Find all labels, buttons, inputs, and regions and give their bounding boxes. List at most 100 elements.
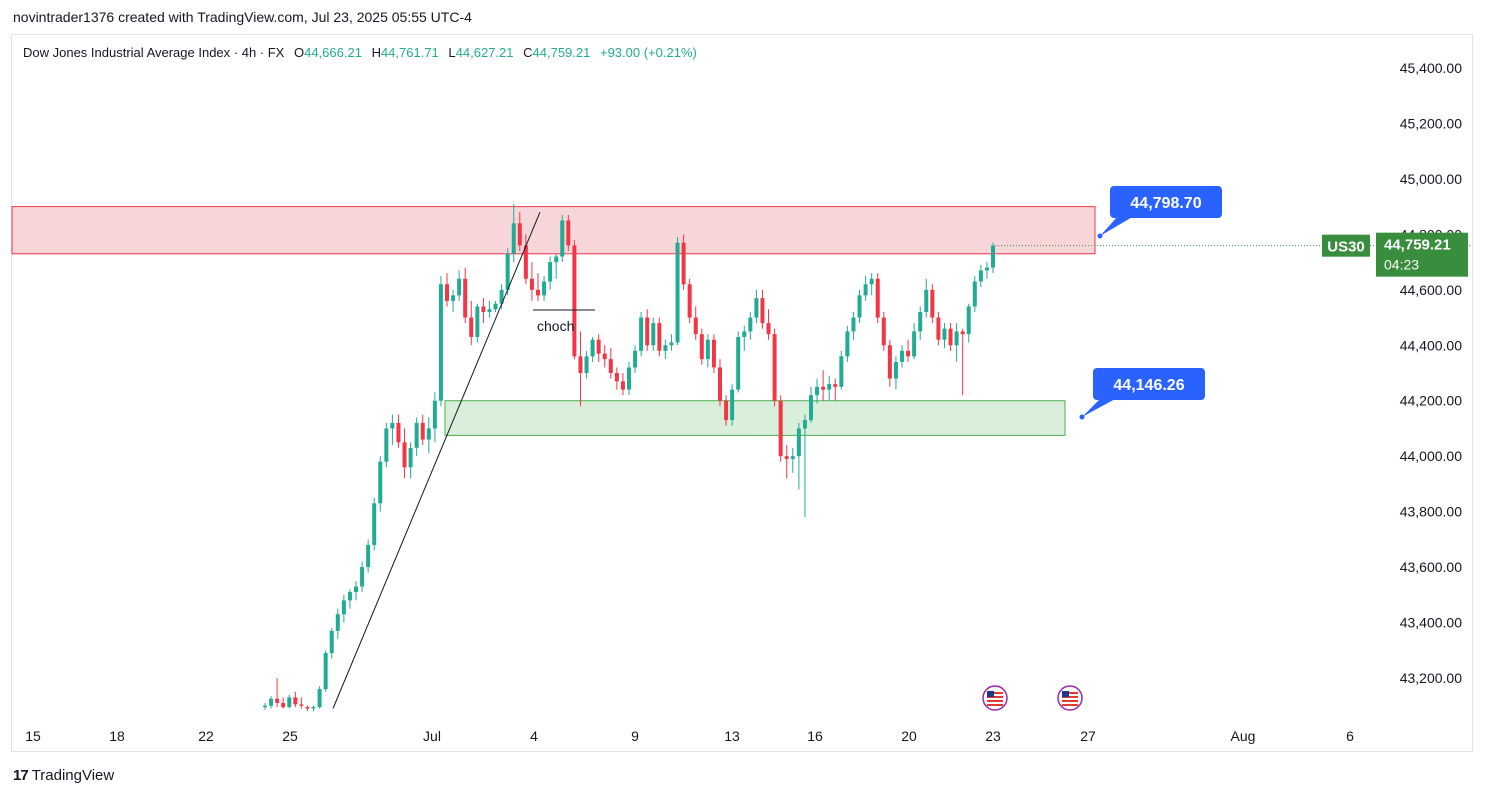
candle xyxy=(511,203,516,263)
candle xyxy=(572,239,577,360)
candle-body xyxy=(809,395,813,421)
us-event-flag-icon[interactable] xyxy=(1057,685,1083,711)
candle-body xyxy=(463,278,468,318)
candle xyxy=(954,323,959,362)
candle-body xyxy=(360,567,365,587)
candle-body xyxy=(432,400,437,429)
candle-body xyxy=(851,317,856,332)
y-tick-label: 43,200.00 xyxy=(1400,670,1462,686)
candle-body xyxy=(639,317,644,351)
candle-body xyxy=(578,356,583,373)
candle xyxy=(857,289,862,324)
price-callout[interactable]: 44,146.26 xyxy=(1079,368,1206,420)
candle-body xyxy=(596,339,601,354)
candle xyxy=(566,214,571,251)
candle-body xyxy=(608,359,613,373)
x-tick-label: 6 xyxy=(1346,728,1354,744)
candle xyxy=(657,317,662,357)
candle xyxy=(614,367,619,390)
y-tick-label: 45,000.00 xyxy=(1400,171,1462,187)
candle xyxy=(378,456,383,512)
candle xyxy=(596,334,601,362)
tradingview-logo[interactable]: 17 TradingView xyxy=(13,767,114,784)
candle xyxy=(875,273,880,324)
candle-body xyxy=(263,705,267,708)
candle-body xyxy=(499,289,504,304)
candle xyxy=(821,370,826,401)
candle-body xyxy=(736,336,741,390)
candle-body xyxy=(978,270,983,282)
candle-body xyxy=(948,328,953,346)
candle-body xyxy=(954,331,959,346)
candle-body xyxy=(669,342,674,346)
candle-body xyxy=(554,256,559,263)
candle xyxy=(742,325,747,351)
candle-body xyxy=(493,303,498,310)
candle xyxy=(693,306,698,340)
candle-body xyxy=(918,312,923,332)
candle xyxy=(602,345,607,368)
current-price-tag[interactable]: US30 44,759.21 04:23 xyxy=(1322,232,1468,277)
candle xyxy=(517,212,522,251)
y-tick-label: 45,200.00 xyxy=(1400,115,1462,131)
x-tick-label: 9 xyxy=(631,728,639,744)
candle-body xyxy=(438,284,443,401)
candle xyxy=(457,270,462,301)
candle-body xyxy=(699,334,704,360)
candle xyxy=(936,312,941,346)
candle xyxy=(372,497,377,551)
candle xyxy=(317,686,322,709)
candle-body xyxy=(815,386,820,396)
candle xyxy=(906,339,911,362)
candle xyxy=(445,273,449,307)
candle xyxy=(402,428,407,479)
candle xyxy=(736,331,741,393)
candle xyxy=(329,628,334,659)
candle-body xyxy=(705,339,710,360)
candle-body xyxy=(742,331,747,337)
candle xyxy=(912,323,917,360)
candle-body xyxy=(451,295,456,301)
candle-body xyxy=(960,331,965,335)
candle xyxy=(426,417,431,454)
candle xyxy=(784,445,789,479)
candle-body xyxy=(869,278,874,285)
price-callout[interactable]: 44,798.70 xyxy=(1097,186,1223,239)
us-event-flag-icon[interactable] xyxy=(982,685,1008,711)
flag-stripe xyxy=(987,704,1003,706)
candle-body xyxy=(833,384,838,387)
candle xyxy=(335,608,340,640)
candle xyxy=(948,323,953,351)
candle-body xyxy=(396,422,401,443)
legend-high-label: H xyxy=(371,45,381,60)
candle-body xyxy=(329,630,334,654)
trendline xyxy=(332,211,541,709)
candle-body xyxy=(633,350,638,368)
candle xyxy=(354,580,358,601)
candle xyxy=(438,275,443,407)
candle xyxy=(414,417,419,457)
candle-body xyxy=(560,220,565,257)
candle-body xyxy=(991,245,995,268)
candle-body xyxy=(711,339,716,368)
candle-body xyxy=(390,422,395,429)
candle xyxy=(881,312,886,351)
candle-body xyxy=(614,373,619,382)
candle-body xyxy=(566,220,571,246)
flag-stripe xyxy=(1062,704,1078,706)
callout-anchor xyxy=(1079,414,1085,420)
candle xyxy=(523,234,528,285)
candle-body xyxy=(900,350,904,362)
candle-body xyxy=(536,289,540,296)
candle xyxy=(487,300,492,318)
legend-change: +93.00 (+0.21%) xyxy=(599,45,697,60)
candle-body xyxy=(590,339,595,357)
candle xyxy=(730,384,735,426)
candle-body xyxy=(984,267,989,271)
x-tick-label: 23 xyxy=(985,728,1001,744)
candle xyxy=(311,705,316,712)
candle-body xyxy=(748,317,753,332)
candle-body xyxy=(584,356,589,373)
y-tick-label: 44,400.00 xyxy=(1400,337,1462,353)
